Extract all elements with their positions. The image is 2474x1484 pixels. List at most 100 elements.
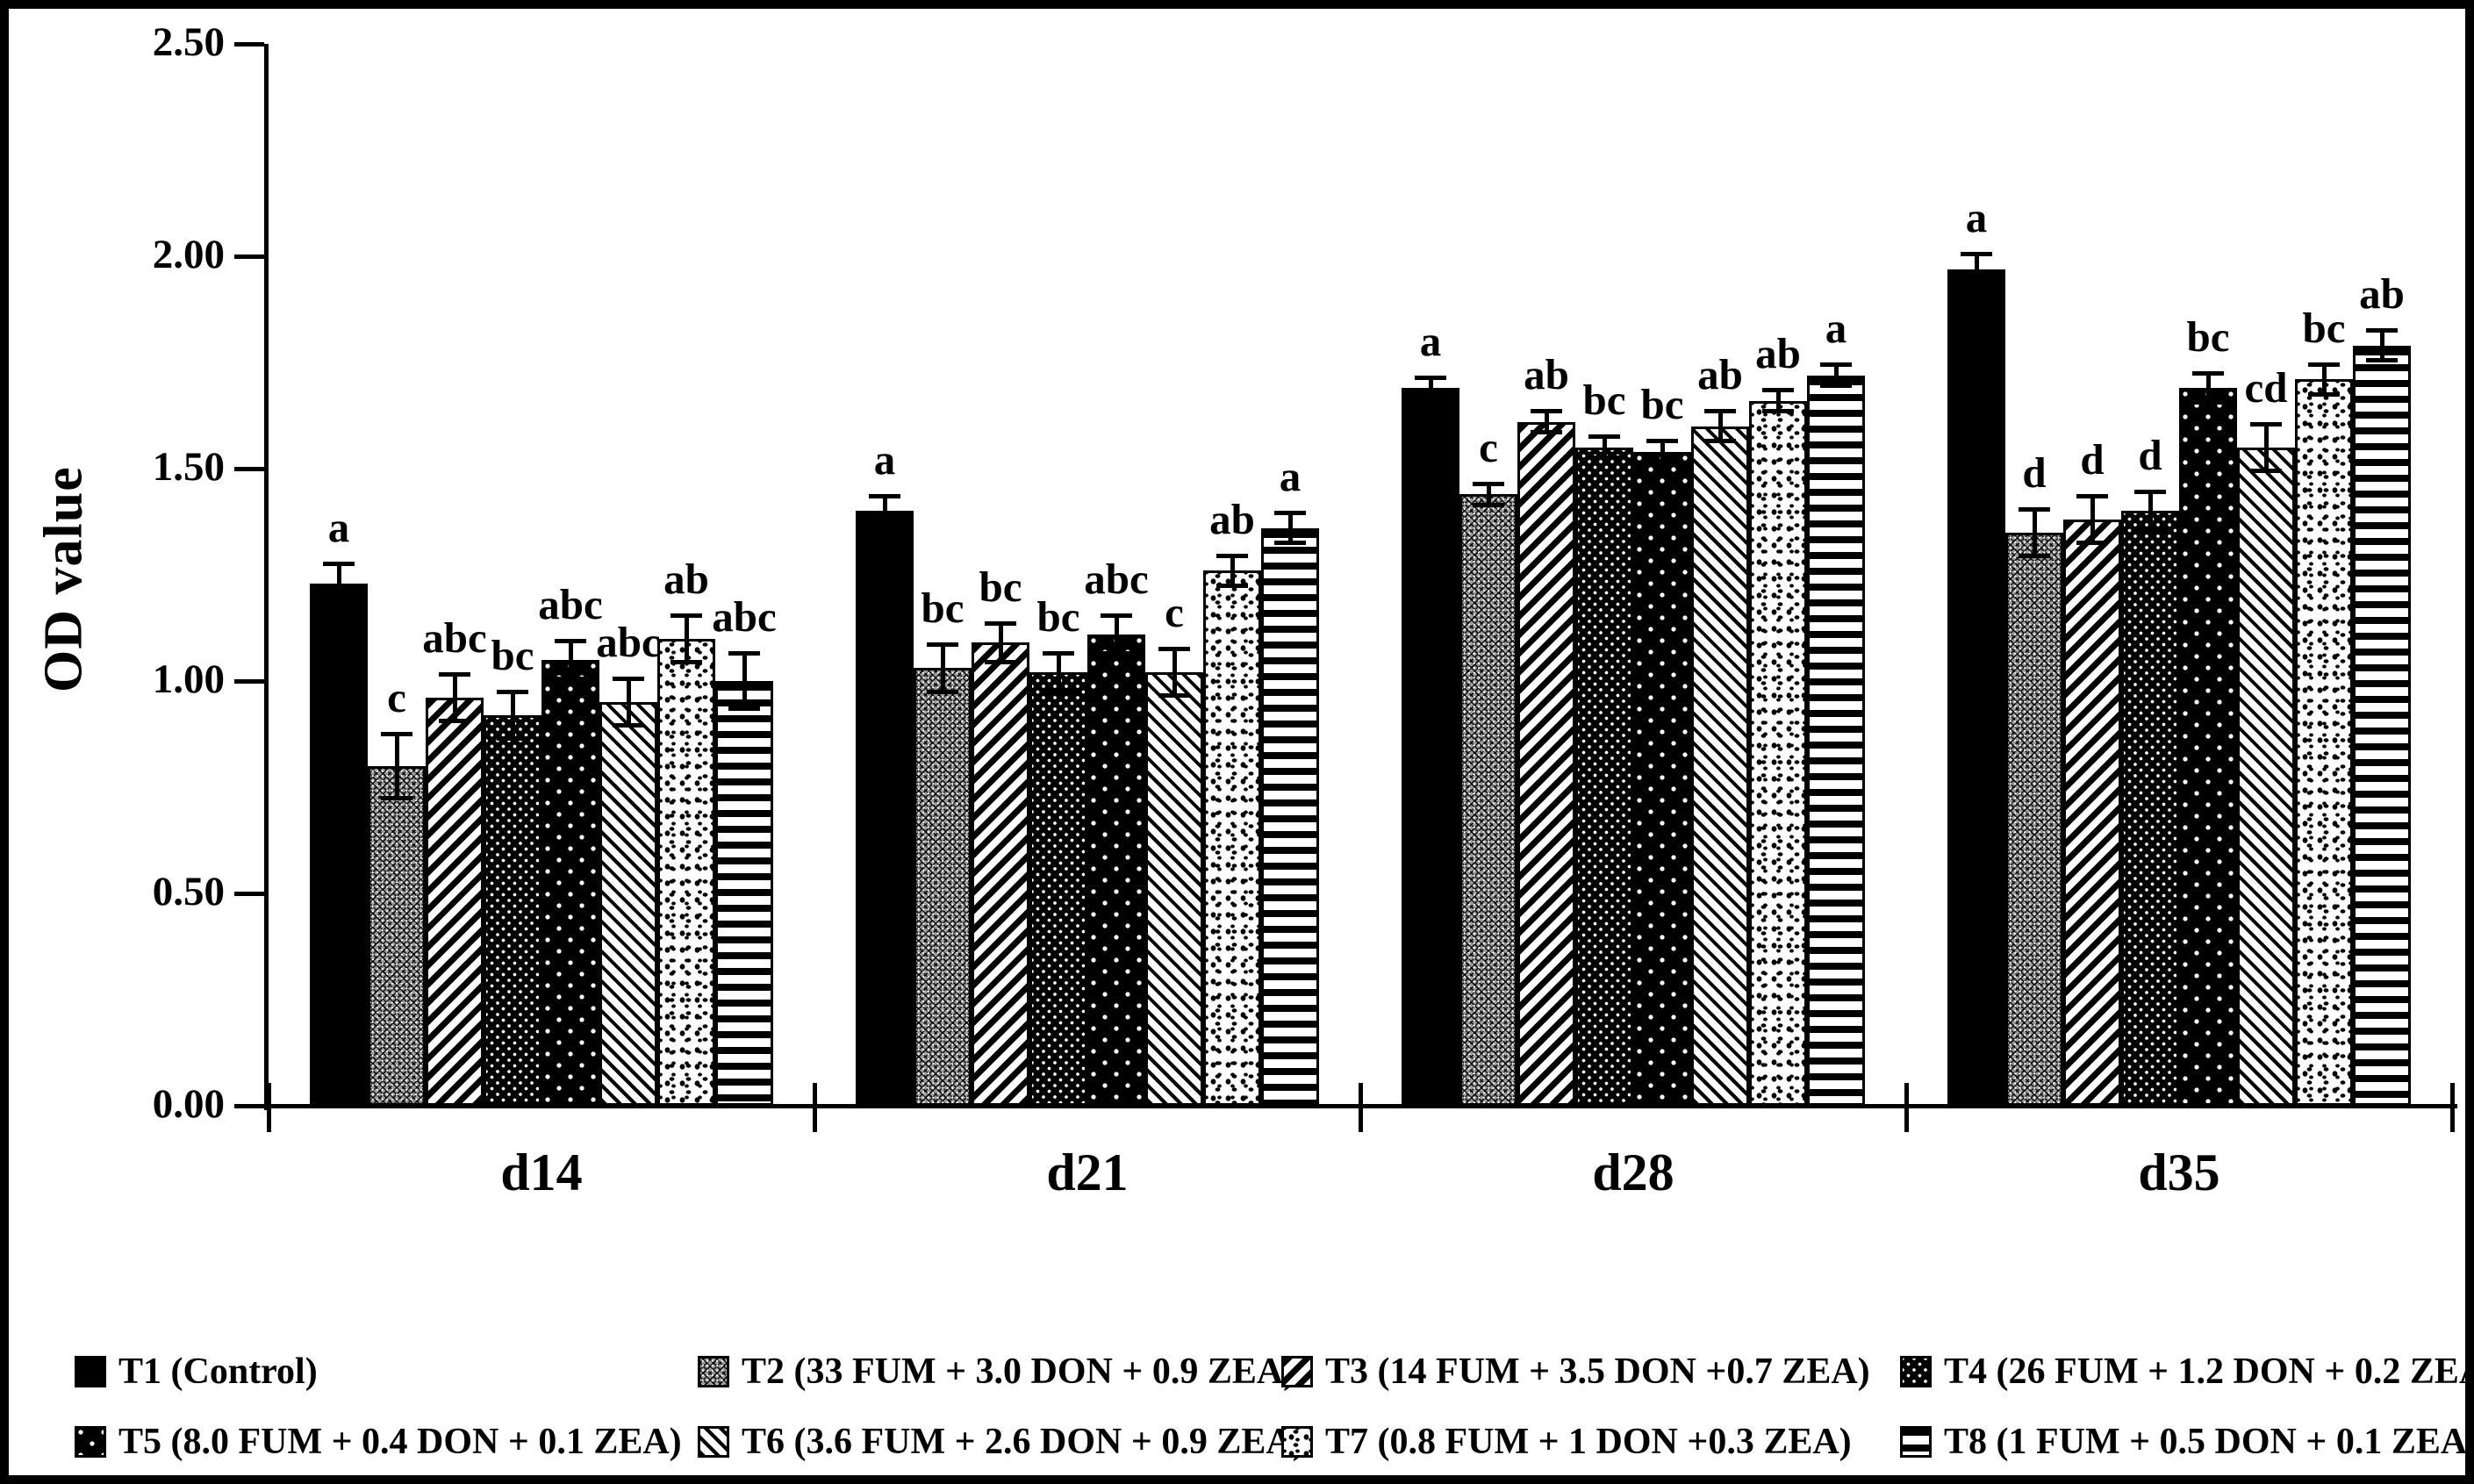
error-bar [1101,613,1132,656]
significance-letter: bc [1582,376,1626,425]
significance-letter: a [1419,316,1442,365]
legend-marker-7 [1281,1426,1313,1458]
error-bar-cap-bottom [1415,396,1446,401]
error-bar [1704,409,1736,443]
error-bar-cap-top [1704,409,1736,414]
error-bar-stem [1230,553,1235,588]
error-bar-cap-bottom [1473,502,1504,507]
bar-4-d21 [1029,672,1087,1106]
legend-marker-5 [75,1426,106,1458]
error-bar-stem [1428,375,1433,401]
significance-letter: bc [921,584,965,633]
legend-item-4: T4 (26 FUM + 1.2 DON + 0.2 ZEA) [1900,1351,2474,1392]
error-bar-cap-bottom [670,659,702,664]
significance-letter: ab [663,554,709,603]
error-bar [2019,506,2050,558]
error-bar-cap-top [439,672,470,677]
error-bar-cap-top [2308,362,2340,367]
legend-marker-1 [75,1356,106,1387]
bar-7-d14 [657,638,715,1106]
error-bar [1216,553,1248,588]
significance-letter: c [1165,588,1184,637]
error-bar-stem [626,677,631,728]
legend-label-3: T3 (14 FUM + 3.5 DON +0.7 ZEA) [1325,1351,1870,1392]
error-bar-cap-bottom [1961,281,1992,286]
significance-letter: abc [1084,554,1149,603]
error-bar [927,642,958,694]
y-tick-label: 2.50 [152,19,225,65]
error-bar-cap-top [381,732,412,737]
y-tick [234,467,264,471]
bar-7-d28 [1749,400,1807,1106]
error-bar-cap-bottom [869,523,900,528]
bar-5-d14 [541,659,599,1106]
error-bar-cap-top [728,651,760,656]
bar-6-d21 [1145,672,1203,1106]
error-bar-cap-bottom [1820,384,1852,389]
error-bar-stem [1544,409,1549,435]
error-bar-stem [2032,506,2037,558]
error-bar-cap-top [497,689,528,694]
error-bar-cap-bottom [2366,357,2398,362]
error-bar-cap-top [1646,439,1678,444]
error-bar-stem [2379,328,2384,362]
bar-5-d28 [1633,451,1691,1106]
significance-letter: d [2022,448,2047,497]
bar-7-d21 [1203,570,1261,1106]
error-bar-cap-bottom [1101,650,1132,656]
x-category-label: d35 [2138,1143,2220,1201]
error-bar [381,732,412,800]
error-bar-stem [1717,409,1723,443]
error-bar-cap-bottom [1274,541,1306,546]
legend-item-6: T6 (3.6 FUM + 2.6 DON + 0.9 ZEA) [698,1423,1305,1460]
significance-letter: a [873,435,896,484]
error-bar [2192,370,2224,405]
legend-marker-4 [1900,1356,1932,1387]
bar-5-d35 [2179,388,2237,1106]
legend-item-1: T1 (Control) [75,1353,318,1390]
error-bar-cap-bottom [2308,391,2340,397]
y-tick-label: 0.00 [152,1081,225,1127]
error-bar-cap-top [2366,328,2398,333]
error-bar-cap-top [1158,647,1190,652]
legend-label-2: T2 (33 FUM + 3.0 DON + 0.9 ZEA) [742,1351,1296,1392]
significance-letter: d [2138,431,2162,480]
y-tick [234,892,264,896]
significance-letter: ab [1697,350,1743,399]
error-bar-cap-bottom [728,706,760,711]
error-bar-cap-bottom [2134,527,2166,533]
error-bar [1415,375,1446,401]
error-bar-stem [2090,494,2095,546]
y-axis-line [264,44,269,1110]
error-bar-cap-top [1588,434,1620,440]
bar-3-d21 [972,642,1029,1106]
bar-3-d28 [1517,421,1575,1106]
error-bar-cap-bottom [985,659,1016,664]
error-bar-stem [2205,370,2211,405]
y-tick [234,255,264,259]
error-bar [2134,490,2166,533]
legend-marker-3 [1281,1356,1313,1387]
bar-5-d21 [1087,634,1145,1106]
bar-1-d21 [856,511,914,1106]
error-bar-cap-bottom [1043,689,1074,694]
significance-letter: d [2080,435,2105,484]
error-bar-stem [1486,481,1491,507]
error-bar [1820,362,1852,389]
error-bar-stem [940,642,945,694]
significance-letter: bc [1036,592,1080,642]
legend-label-4: T4 (26 FUM + 1.2 DON + 0.2 ZEA) [1944,1351,2474,1392]
y-tick-label: 1.00 [152,656,225,702]
significance-letter: abc [538,579,603,628]
error-bar-cap-top [927,642,958,648]
y-tick [234,1104,264,1108]
error-bar-cap-bottom [1216,583,1248,588]
legend-item-8: T8 (1 FUM + 0.5 DON + 0.1 ZEA) [1900,1423,2465,1460]
y-tick-label: 1.50 [152,444,225,490]
error-bar-cap-bottom [1762,409,1794,414]
legend-item-5: T5 (8.0 FUM + 0.4 DON + 0.1 ZEA) [75,1423,682,1460]
error-bar-stem [1602,434,1607,461]
error-bar-cap-top [1415,375,1446,380]
error-bar-stem [2263,421,2269,473]
error-bar-cap-top [2134,490,2166,495]
